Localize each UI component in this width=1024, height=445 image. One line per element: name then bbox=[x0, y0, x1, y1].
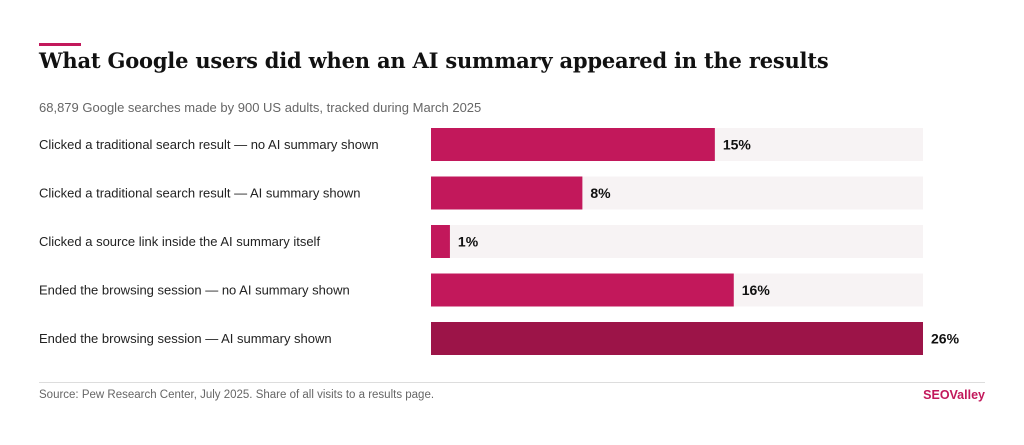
bar[interactable] bbox=[431, 322, 923, 355]
category-label: Clicked a source link inside the AI summ… bbox=[39, 234, 320, 249]
value-label: 8% bbox=[590, 185, 611, 201]
category-label: Ended the browsing session — no AI summa… bbox=[39, 283, 350, 298]
category-label: Ended the browsing session — AI summary … bbox=[39, 331, 332, 346]
value-label: 16% bbox=[742, 282, 771, 298]
value-label: 26% bbox=[931, 331, 960, 347]
chart-subtitle: 68,879 Google searches made by 900 US ad… bbox=[39, 100, 482, 115]
chart-title: What Google users did when an AI summary… bbox=[39, 48, 829, 73]
value-label: 1% bbox=[458, 234, 479, 250]
title-accent-rule bbox=[39, 43, 81, 46]
category-label: Clicked a traditional search result — no… bbox=[39, 137, 379, 152]
category-label: Clicked a traditional search result — AI… bbox=[39, 186, 361, 201]
bar[interactable] bbox=[431, 176, 583, 210]
bar[interactable] bbox=[431, 225, 450, 258]
source-note: Source: Pew Research Center, July 2025. … bbox=[39, 389, 435, 401]
value-label: 15% bbox=[723, 137, 752, 153]
brand-logo[interactable]: SEOValley bbox=[923, 388, 985, 402]
bar-chart: Clicked a traditional search result — no… bbox=[39, 128, 960, 355]
bar[interactable] bbox=[431, 128, 715, 161]
bar-track bbox=[431, 225, 923, 258]
footer-divider bbox=[39, 382, 985, 383]
bar[interactable] bbox=[431, 273, 734, 307]
